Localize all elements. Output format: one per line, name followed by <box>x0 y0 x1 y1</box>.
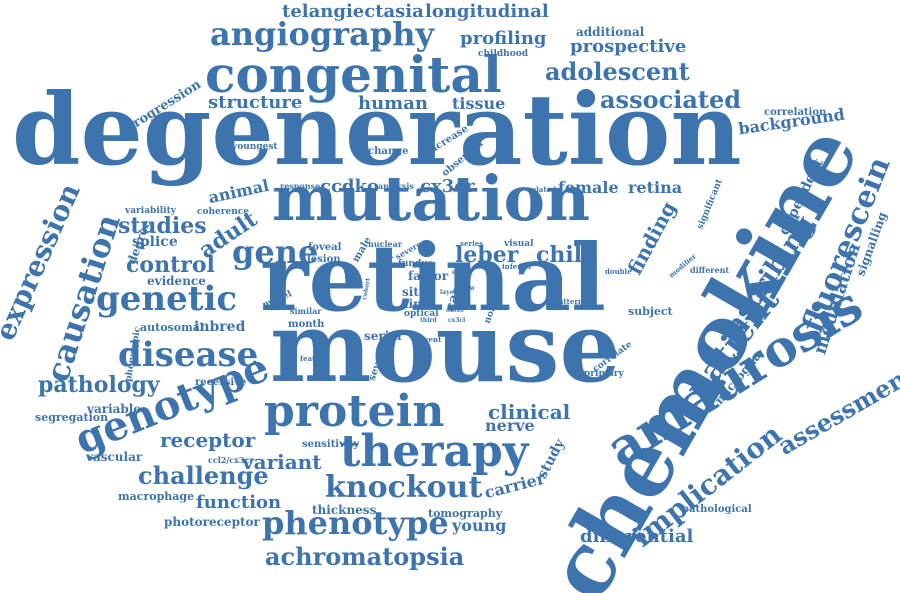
word: pathology <box>38 372 160 398</box>
word: female <box>558 178 619 197</box>
word: double <box>605 267 632 276</box>
word: knockout <box>325 470 483 505</box>
word: similar <box>290 306 322 316</box>
word: coherence <box>197 207 249 217</box>
word: therapy <box>340 426 529 477</box>
word: mouse <box>270 291 621 404</box>
word: ccdko <box>320 176 379 197</box>
word: event <box>420 335 442 344</box>
word: variability <box>125 206 176 216</box>
word: receptor <box>160 428 256 452</box>
word: third <box>420 317 437 324</box>
word: nuclear <box>368 239 403 249</box>
word: inferior <box>502 262 532 271</box>
word: layer <box>440 289 457 296</box>
word: related <box>528 185 556 194</box>
word: slow <box>460 285 475 292</box>
word: visual <box>504 239 534 249</box>
word: inbred <box>194 319 246 335</box>
word: achromatopsia <box>265 542 465 571</box>
word: factor <box>408 269 449 283</box>
word: clinical <box>488 400 571 424</box>
word: macrophage <box>118 490 195 503</box>
word: exact <box>452 269 470 276</box>
word: retinal <box>260 224 606 332</box>
word: human <box>358 93 428 114</box>
word: feature <box>300 354 329 363</box>
word: correlation <box>764 107 827 118</box>
word: analysis <box>378 181 414 191</box>
word: splice <box>132 234 178 250</box>
word: phenotype <box>262 504 449 542</box>
word: adolescent <box>545 57 690 86</box>
word: function <box>196 492 282 513</box>
word: fundus <box>398 259 433 269</box>
word: young <box>452 516 507 535</box>
word: prospective <box>570 36 687 57</box>
word: response <box>280 181 321 191</box>
word: differential <box>580 526 694 547</box>
word: associated <box>600 85 741 114</box>
word: pathological <box>682 504 752 515</box>
word: genetic <box>96 279 238 319</box>
word: profiling <box>460 28 547 49</box>
word: cx3cr <box>420 176 475 197</box>
word: pattern <box>554 297 584 306</box>
word: sensitivity <box>302 439 360 450</box>
word: variable <box>87 402 141 416</box>
word: child <box>536 242 598 268</box>
word: mutation <box>272 162 591 235</box>
word: line <box>404 297 430 311</box>
word: evidence <box>147 274 206 288</box>
word: longitudinal <box>425 1 549 22</box>
word: cx3cl <box>448 317 466 324</box>
word: additional <box>576 25 645 39</box>
word: protein <box>264 386 445 437</box>
word: retina <box>628 178 683 197</box>
word: tomography <box>428 507 503 520</box>
word: foveal <box>308 242 342 253</box>
word: thickness <box>312 503 377 517</box>
word: gene <box>232 233 319 271</box>
word: serial <box>364 329 402 343</box>
word: challenge <box>138 461 269 490</box>
word: study <box>534 436 569 482</box>
word: outer <box>446 307 465 314</box>
word: different <box>690 265 730 275</box>
word: finding <box>622 197 681 279</box>
word: recessive <box>195 377 247 388</box>
word: degeneration <box>12 73 742 188</box>
word: studies <box>118 213 207 239</box>
word: assessment <box>772 358 900 461</box>
word: control <box>126 252 215 278</box>
word: structure <box>208 92 303 113</box>
word: nerve <box>485 416 535 435</box>
word: optical <box>404 309 439 319</box>
word: segregation <box>35 411 109 424</box>
word: series <box>460 239 484 248</box>
word: disease <box>118 335 259 375</box>
word: congenital <box>205 45 502 104</box>
word: photoreceptor <box>164 515 260 529</box>
word: tissue <box>452 94 506 113</box>
word: primary <box>584 369 624 379</box>
word: telangiectasia <box>282 1 424 22</box>
word: leber <box>455 242 519 268</box>
word: childhood <box>478 49 528 59</box>
word: change <box>368 146 409 157</box>
word: youngest <box>232 142 278 152</box>
word: variant <box>242 450 322 474</box>
word: angiography <box>210 15 435 53</box>
word: site <box>402 285 427 299</box>
word: vascular <box>86 450 143 464</box>
word: autosomal <box>140 321 205 334</box>
word: ccl2/cx3cr <box>208 455 254 465</box>
word: lesion <box>307 254 341 265</box>
word: month <box>288 319 325 330</box>
word: subject <box>628 305 673 318</box>
